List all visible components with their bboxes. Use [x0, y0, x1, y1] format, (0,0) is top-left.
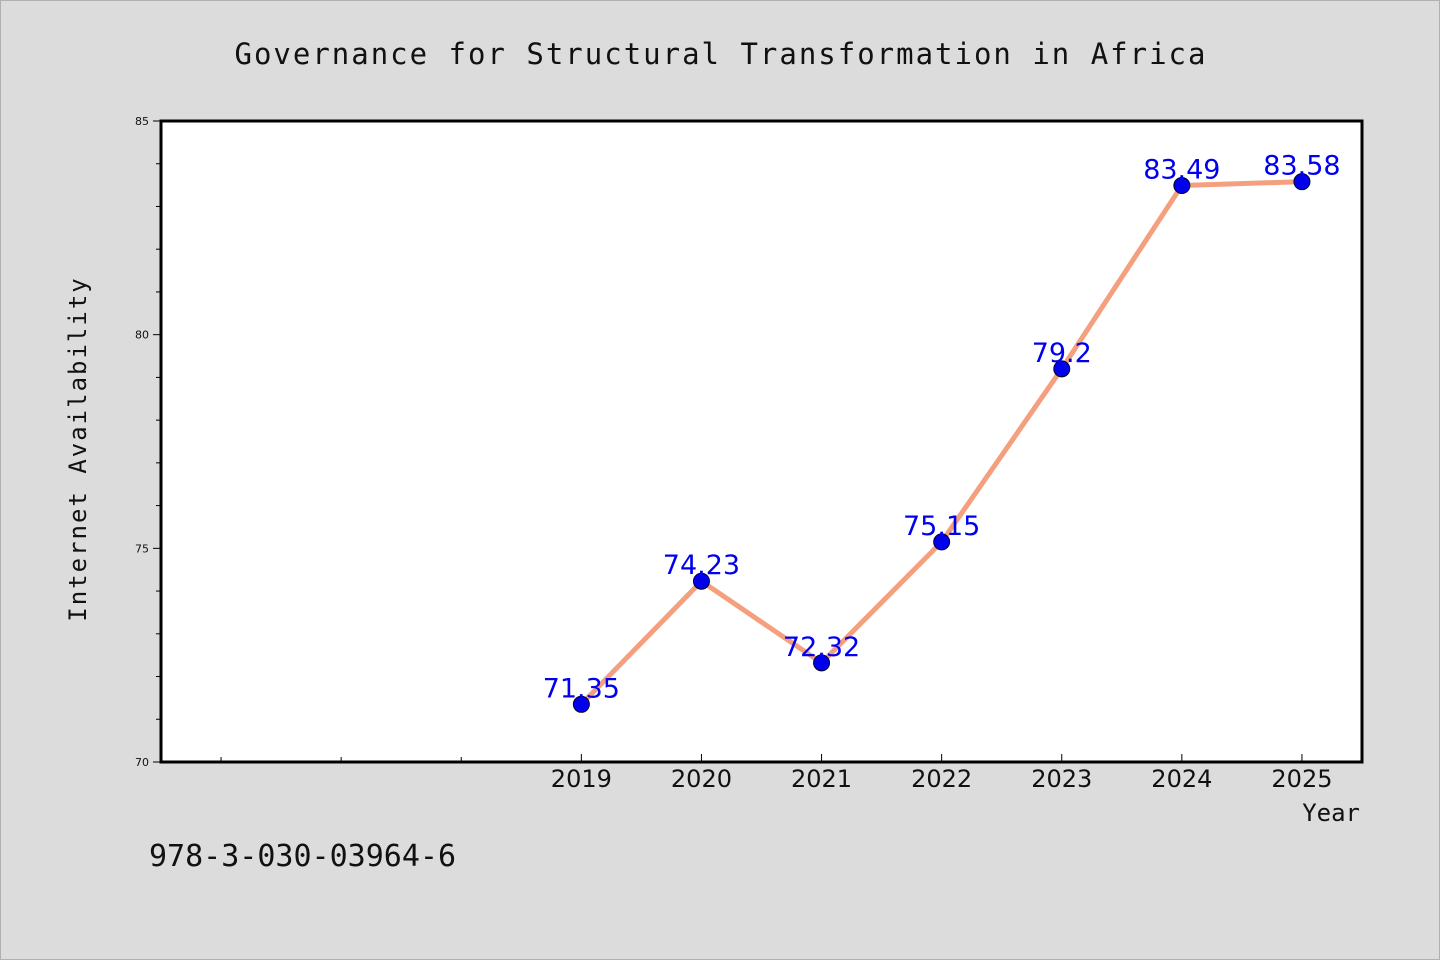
y-axis: 70 75 80 85 — [135, 115, 161, 769]
isbn-annotation: 978-3-030-03964-6 — [149, 839, 456, 874]
x-tick-label: 2023 — [1031, 765, 1092, 793]
data-point — [813, 654, 831, 672]
x-tick-label: 2019 — [551, 765, 612, 793]
data-label: 83.58 — [1263, 151, 1340, 182]
x-tick-label: 2025 — [1271, 765, 1332, 793]
data-label: 71.35 — [543, 673, 620, 704]
x-tick-label: 2021 — [791, 765, 852, 793]
x-tick-label: 2024 — [1151, 765, 1212, 793]
x-tick-label: 2022 — [911, 765, 972, 793]
y-tick-label: 75 — [135, 542, 149, 555]
chart-title: Governance for Structural Transformation… — [235, 37, 1208, 71]
data-point — [692, 572, 710, 590]
x-axis-label: Year — [1302, 799, 1360, 827]
y-axis-label: Internet Availability — [64, 276, 92, 621]
y-tick-label: 80 — [135, 329, 149, 342]
data-label: 75.15 — [903, 511, 980, 542]
y-tick-label: 85 — [135, 115, 149, 128]
data-label: 72.32 — [783, 632, 860, 663]
data-labels-group: 71.35 74.23 72.32 75.15 79.2 83.49 83.58 — [543, 151, 1341, 705]
x-axis: 2019 2020 2021 2022 2023 2024 2025 — [220, 754, 1332, 793]
data-point — [1173, 177, 1191, 195]
series-markers-group — [572, 173, 1311, 713]
data-label: 83.49 — [1143, 155, 1220, 186]
plot-area — [159, 119, 1364, 764]
data-point — [1053, 360, 1071, 378]
data-label: 79.2 — [1032, 338, 1092, 369]
data-label: 74.23 — [663, 550, 740, 581]
y-tick-label: 70 — [135, 756, 149, 769]
data-point — [1293, 173, 1311, 191]
x-tick-label: 2020 — [671, 765, 732, 793]
data-point — [572, 695, 590, 713]
data-point — [933, 533, 951, 551]
